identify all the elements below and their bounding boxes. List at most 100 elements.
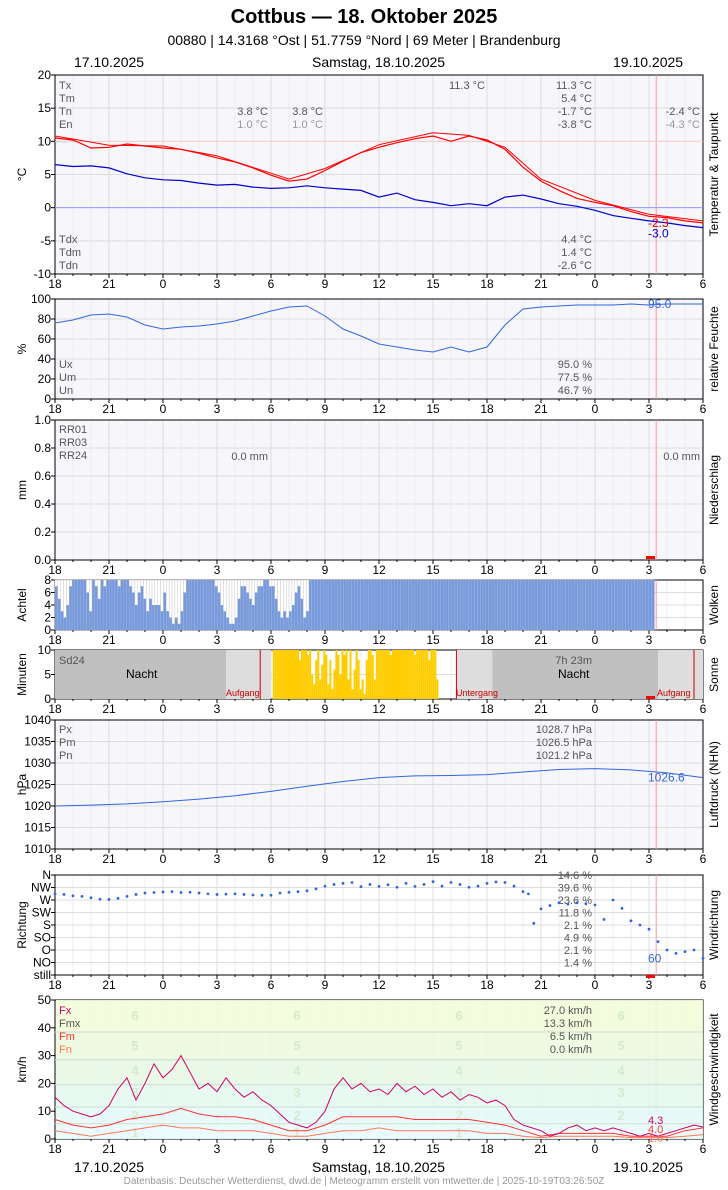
sun-bar (327, 684, 330, 699)
stat-value: 95.0 % (558, 359, 592, 371)
x-tick-label: 0 (592, 402, 599, 416)
wind-direction-percent: 2.1 % (564, 920, 592, 932)
x-tick-label: 9 (322, 852, 329, 866)
x-tick-label: 12 (372, 852, 386, 866)
x-tick-label: 6 (268, 1142, 275, 1156)
x-tick-label: 18 (48, 633, 62, 647)
sun-bar (335, 650, 338, 699)
cloud-bar (274, 598, 278, 630)
cloud-bar (554, 580, 558, 630)
cloud-bar (614, 580, 618, 630)
sun-bar (339, 674, 342, 699)
cloud-bar (466, 580, 469, 630)
x-tick-label: 6 (700, 702, 707, 716)
cloud-bar (597, 580, 601, 630)
sun-bar (377, 650, 380, 699)
y-tick-label: 10 (38, 1104, 52, 1118)
sun-bar (393, 650, 396, 699)
y-tick-label: 20 (38, 1076, 52, 1090)
cloud-bar (588, 580, 592, 630)
wind-direction-point (278, 891, 282, 895)
date-center: Samstag, 18.10.2025 (312, 54, 446, 70)
wind-direction-label: N (42, 868, 51, 882)
cloud-bar (645, 580, 649, 630)
x-tick-label: 21 (534, 402, 548, 416)
cloud-bar (103, 586, 107, 630)
beaufort-band (56, 1000, 703, 1031)
stat-value-day2a: 11.3 °C (449, 80, 485, 92)
wind-direction-point (341, 881, 345, 885)
cloud-bar (585, 580, 589, 630)
x-tick-label: 0 (592, 633, 599, 647)
y-tick-label: 60 (38, 332, 52, 346)
cloud-bar (283, 611, 287, 630)
sun-bar (359, 689, 362, 699)
cloud-bar (180, 611, 184, 630)
sun-bar (416, 650, 419, 699)
stat-value: 77.5 % (558, 372, 592, 384)
wind-direction-point (467, 885, 471, 889)
x-tick-label: 3 (214, 1142, 221, 1156)
sun-bar (381, 650, 384, 699)
stat-value-day3: -2.4 °C (666, 106, 700, 118)
wind-direction-label: O (42, 943, 51, 957)
wind-direction-label: W (40, 893, 52, 907)
cloud-bar (257, 586, 261, 630)
cloud-bar (511, 580, 515, 630)
cloud-bar (269, 586, 272, 630)
x-tick-label: 12 (372, 277, 386, 291)
cloud-bar (625, 580, 629, 630)
y-tick-label: 0.0 (34, 553, 51, 567)
y-tick-label: 40 (38, 352, 52, 366)
x-tick-label: 12 (372, 633, 386, 647)
wind-direction-point (458, 883, 462, 886)
wind-direction-percent: 4.9 % (564, 933, 592, 945)
wind-direction-point (134, 893, 138, 896)
sun-bar (369, 650, 372, 699)
sun-bar (367, 650, 370, 699)
sun-bar (375, 650, 378, 699)
wind-mean-end-label: 4.0 (648, 1124, 663, 1136)
sun-bar (297, 650, 300, 699)
sun-bar (357, 659, 360, 699)
cloud-bar (174, 617, 178, 630)
cloud-bar (109, 580, 113, 630)
beaufort-label: 6 (293, 1008, 300, 1023)
wind-direction-point (620, 906, 624, 910)
x-tick-label: 21 (534, 563, 548, 577)
cloud-bar (166, 611, 170, 630)
cloud-bar (203, 580, 207, 630)
cloud-bar (80, 580, 84, 630)
cloud-bar (463, 580, 467, 630)
x-tick-label: 21 (102, 402, 116, 416)
pressure-line (54, 768, 704, 807)
stat-label: RR24 (59, 450, 87, 462)
cloud-bar (277, 611, 281, 630)
sun-bar (323, 650, 326, 699)
y-tick-label: 10 (38, 134, 52, 148)
wind-stat-value: 13.3 km/h (544, 1018, 592, 1030)
cloud-bar (505, 580, 509, 630)
x-tick-label: 0 (592, 978, 599, 992)
cloud-bar (89, 611, 93, 630)
stat-value-day1b: 3.8 °C (292, 106, 323, 118)
sun-bar (292, 650, 296, 699)
sun-bar (363, 694, 366, 699)
cloud-bar (152, 605, 155, 630)
wind-direction-end-label: 60 (648, 951, 662, 965)
cloud-bar (240, 586, 244, 630)
wind-direction-percent: 23.6 % (558, 895, 592, 907)
cloud-bar (226, 617, 230, 630)
precip-marker (646, 556, 655, 559)
y-axis-label: % (15, 343, 29, 354)
wind-direction-point (188, 890, 192, 894)
wind-direction-label: SW (32, 906, 52, 920)
cloud-bar (137, 592, 141, 630)
cloud-bar (329, 580, 332, 630)
wind-direction-point (359, 885, 363, 889)
sunrise-label: Aufgang (226, 688, 260, 698)
sun-bar (345, 650, 348, 699)
sun-bar (436, 679, 439, 699)
beaufort-band (56, 1122, 703, 1139)
